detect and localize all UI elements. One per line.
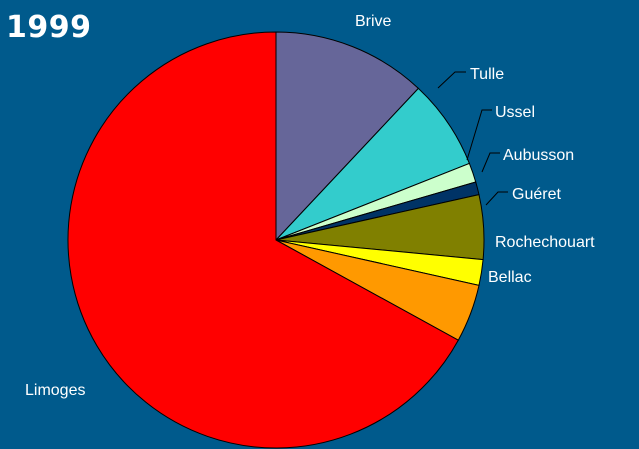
slice-label-bellac: Bellac [488,269,532,286]
leader-line-tulle [437,71,466,89]
slice-label-limoges: Limoges [25,382,85,399]
slice-label-tulle: Tulle [470,66,504,83]
leader-line-ussel [466,109,492,161]
slice-label-aubusson: Aubusson [503,147,574,164]
leader-line-aubusson [481,152,500,173]
pie-slice-brive [275,31,420,242]
slice-label-ussel: Ussel [495,104,535,121]
slice-label-rochechouart: Rochechouart [495,234,595,251]
slice-label-gueret: Guéret [512,186,561,203]
pie-slice-limoges [67,31,459,449]
slice-label-brive: Brive [355,13,392,30]
chart-title: 1999 [6,10,92,45]
leader-line-gueret [485,191,508,206]
